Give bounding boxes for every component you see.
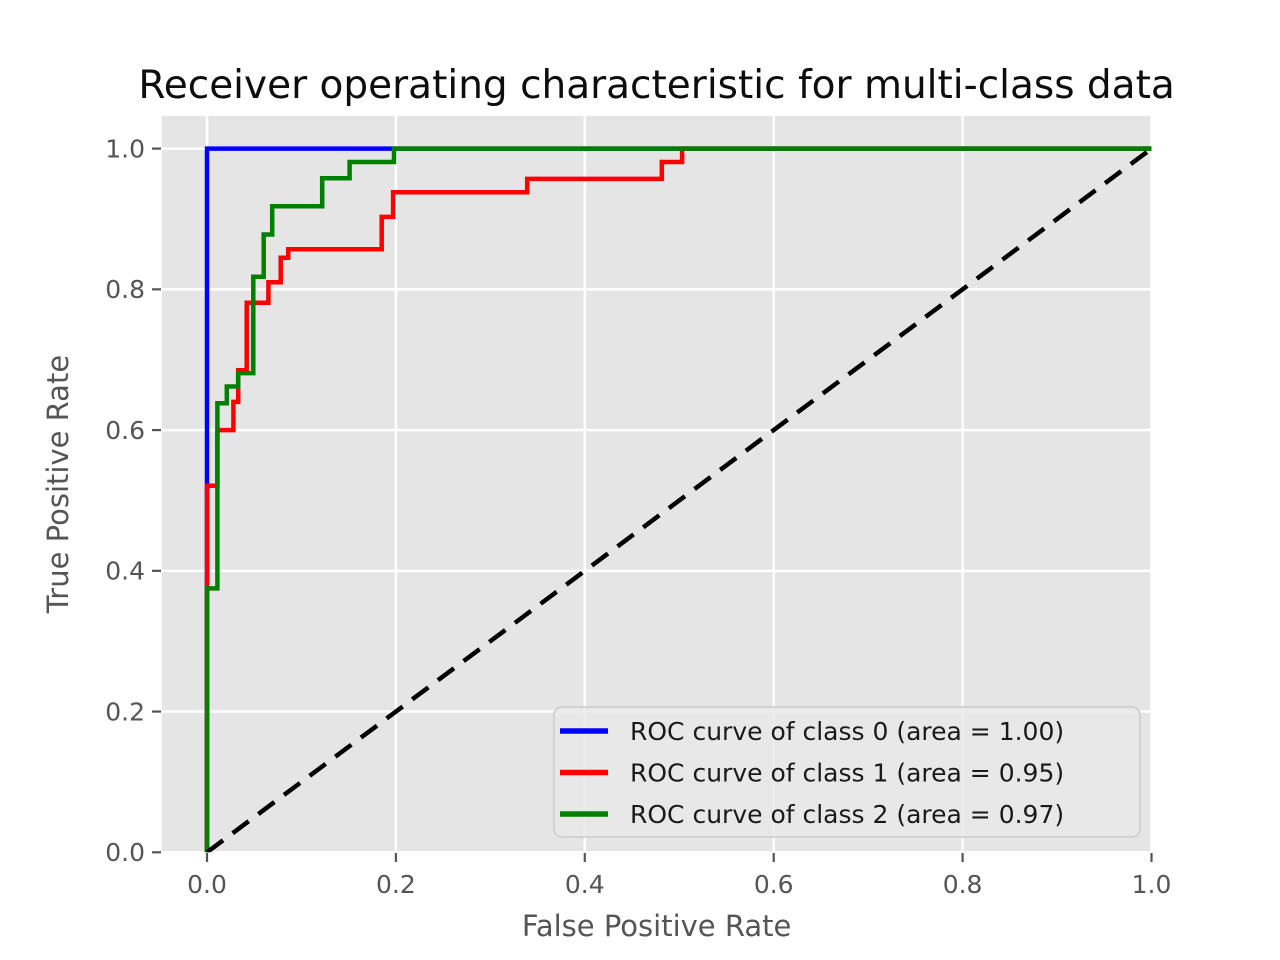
x-tick-0.6: 0.6 — [754, 870, 794, 899]
roc-curve-class-2 — [204, 146, 1152, 853]
legend-label-class-0: ROC curve of class 0 (area = 1.00) — [630, 717, 1064, 746]
y-tick-0.2: 0.2 — [105, 697, 145, 726]
x-tick-0.4: 0.4 — [565, 870, 605, 899]
x-tick-1.0: 1.0 — [1132, 870, 1172, 899]
legend-item-class-1: ROC curve of class 1 (area = 0.95) — [560, 759, 1064, 788]
x-tick-labels: 0.0 0.2 0.4 0.6 0.8 1.0 — [187, 870, 1171, 899]
y-tick-0.6: 0.6 — [105, 416, 145, 445]
legend-label-class-2: ROC curve of class 2 (area = 0.97) — [630, 800, 1064, 829]
chance-diagonal-line — [205, 146, 1152, 853]
x-tick-0.8: 0.8 — [943, 870, 983, 899]
legend-box — [553, 706, 1141, 838]
y-axis-label: True Positive Rate — [41, 355, 75, 614]
chart-title: Receiver operating characteristic for mu… — [138, 63, 1174, 108]
legend-label-class-1: ROC curve of class 1 (area = 0.95) — [630, 759, 1064, 788]
x-axis-label: False Positive Rate — [522, 909, 792, 943]
legend: ROC curve of class 0 (area = 1.00) ROC c… — [553, 706, 1141, 838]
y-tick-0.4: 0.4 — [105, 557, 145, 586]
y-tick-0.0: 0.0 — [105, 838, 145, 867]
legend-item-class-2: ROC curve of class 2 (area = 0.97) — [560, 800, 1064, 829]
roc-curve-class-1 — [204, 146, 1152, 853]
curves-layer — [204, 146, 1152, 853]
legend-item-class-0: ROC curve of class 0 (area = 1.00) — [560, 717, 1064, 746]
y-tick-1.0: 1.0 — [105, 134, 145, 163]
y-tick-labels: 0.0 0.2 0.4 0.6 0.8 1.0 — [105, 134, 145, 867]
y-tick-0.8: 0.8 — [105, 275, 145, 304]
x-tick-0.0: 0.0 — [187, 870, 227, 899]
axis-ticks — [152, 147, 1153, 862]
x-tick-0.2: 0.2 — [376, 870, 416, 899]
